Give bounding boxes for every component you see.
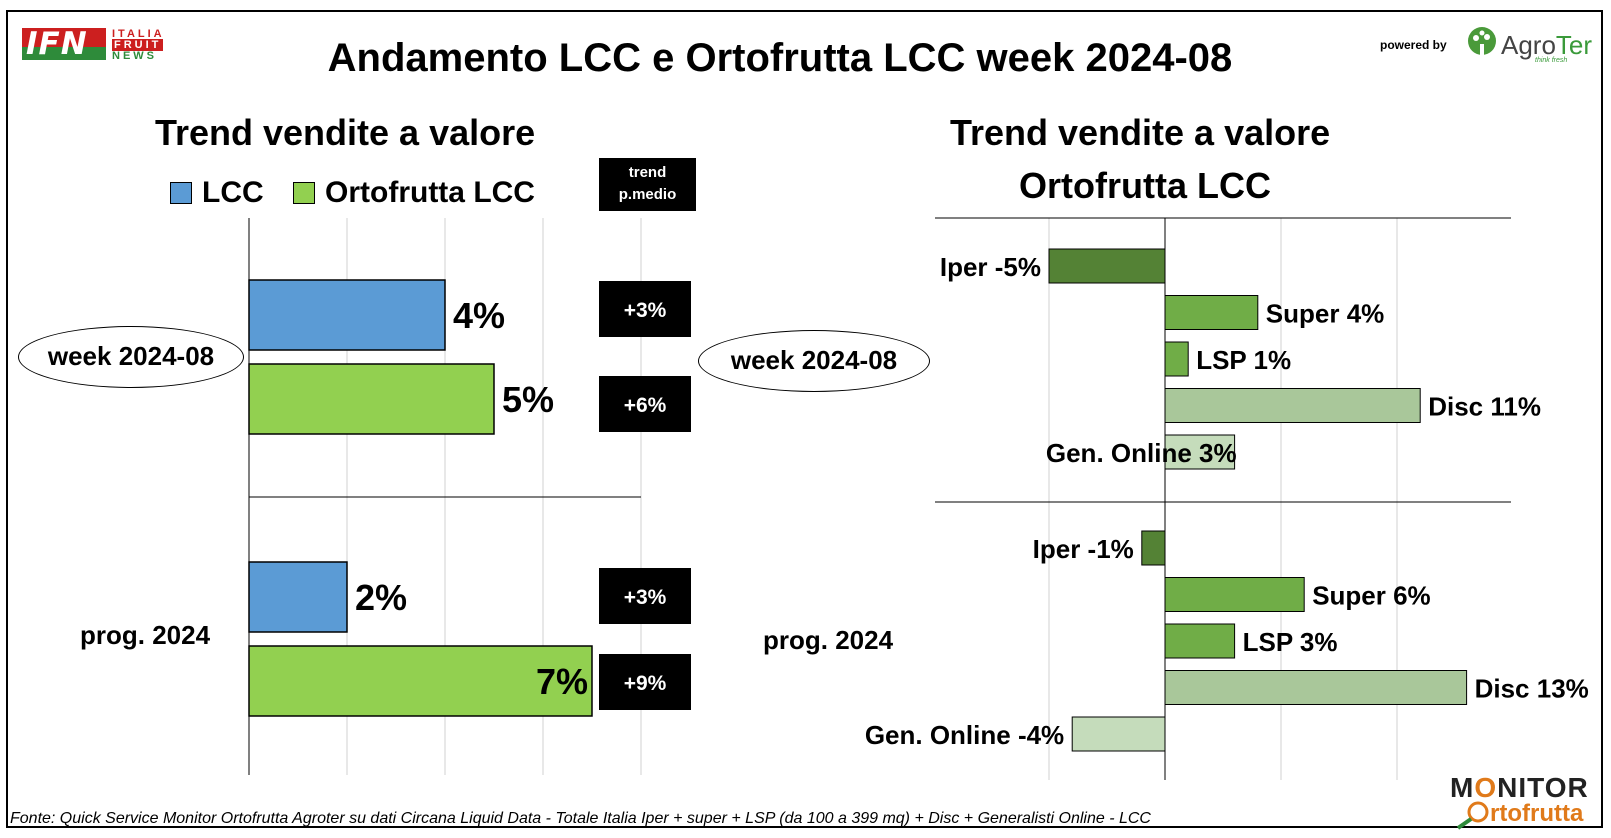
ifn-sub-3: NEWS xyxy=(112,50,157,62)
bar-gen xyxy=(1071,716,1166,752)
legend-lcc: LCC xyxy=(170,176,264,210)
trend-value: +3% xyxy=(624,586,667,609)
ifn-logo-text: IFN xyxy=(26,26,88,62)
tree-icon xyxy=(1468,27,1496,58)
bar-disc xyxy=(1164,670,1468,705)
data-label: Iper -5% xyxy=(940,252,1041,282)
bar-ortofrutta-lcc xyxy=(248,363,495,435)
trend-header-line1: trend xyxy=(628,164,667,181)
monitor-sub: rtofrutta xyxy=(1490,800,1584,827)
agroter-name-b: Ter xyxy=(1555,30,1593,60)
bar-lcc xyxy=(248,279,446,351)
left-group-label-week: week 2024-08 xyxy=(18,326,244,388)
ifn-logo: IFN ITALIA FRUIT NEWS xyxy=(22,26,165,62)
bar-gen xyxy=(1164,434,1236,470)
monitor-word: MONITOR xyxy=(1450,772,1589,804)
agroter-name-a: Agro xyxy=(1501,30,1556,60)
data-label: 2% xyxy=(355,577,407,618)
agroter-logo: AgroTer think fresh xyxy=(1465,24,1592,64)
bar-super xyxy=(1164,295,1259,330)
data-label: Super 4% xyxy=(1266,299,1385,329)
ifn-sub-1: ITALIA xyxy=(112,28,165,40)
right-bar-chart: Iper -5% Super 4% LSP 1% Disc 11% Gen. Onlin… xyxy=(865,217,1589,780)
monitor-o-icon: O xyxy=(1474,772,1498,803)
data-label: Gen. Online -4% xyxy=(865,720,1064,750)
left-group-label-prog: prog. 2024 xyxy=(80,620,211,650)
data-label: Disc 11% xyxy=(1428,392,1541,422)
left-bar-chart: 4% +3% 5% +6% 2% +3% 7% +9% xyxy=(248,218,691,775)
data-label: Gen. Online 3% xyxy=(1046,438,1237,468)
bar-lsp xyxy=(1164,341,1189,377)
trend-value: +3% xyxy=(624,299,667,322)
trend-box xyxy=(599,568,691,624)
data-label: Iper -1% xyxy=(1033,534,1134,564)
bar-iper xyxy=(1141,530,1166,566)
monitor-word-a: M xyxy=(1450,772,1475,803)
agroter-name: AgroTer xyxy=(1501,30,1592,61)
monitor-ortofrutta-logo: MONITOR rtofrutta xyxy=(1450,770,1600,830)
right-group-label-prog: prog. 2024 xyxy=(763,625,894,655)
data-label: 7% xyxy=(536,661,588,702)
left-chart-title: Trend vendite a valore xyxy=(155,112,536,153)
trend-value: +6% xyxy=(624,394,667,417)
page-title: Andamento LCC e Ortofrutta LCC week 2024… xyxy=(327,36,1233,80)
legend-swatch-lcc xyxy=(170,182,192,204)
trend-header: trend p.medio xyxy=(599,158,696,211)
right-chart-title-line1: Trend vendite a valore xyxy=(950,112,1331,153)
legend-label-lcc: LCC xyxy=(202,176,264,209)
bar-iper xyxy=(1048,248,1166,284)
bar-ortofrutta-lcc xyxy=(248,645,593,717)
agroter-tagline: think fresh xyxy=(1535,57,1568,64)
legend-ortofrutta: Ortofrutta LCC xyxy=(293,176,535,210)
bar-super xyxy=(1164,577,1305,612)
trend-value: +9% xyxy=(624,672,667,695)
powered-by-label: powered by xyxy=(1380,38,1447,52)
trend-box xyxy=(599,281,691,337)
figure-frame xyxy=(6,10,1603,828)
data-label: LSP 3% xyxy=(1243,627,1338,657)
bar-lsp xyxy=(1164,623,1236,659)
ifn-logo-box: IFN xyxy=(22,26,106,62)
magnifier-icon xyxy=(1456,801,1489,830)
trend-header-line2: p.medio xyxy=(618,186,677,203)
trend-box xyxy=(599,376,691,432)
bar-lcc xyxy=(248,561,348,633)
legend-swatch-ortofrutta xyxy=(293,182,315,204)
data-label: 4% xyxy=(453,295,505,336)
right-chart-title-line2: Ortofrutta LCC xyxy=(1019,165,1271,206)
data-label: Super 6% xyxy=(1312,581,1431,611)
data-label: 5% xyxy=(502,379,554,420)
monitor-word-b: NITOR xyxy=(1497,772,1589,803)
ifn-sub-2: FRUIT xyxy=(112,39,164,51)
data-label: Disc 13% xyxy=(1475,674,1589,704)
source-footnote: Fonte: Quick Service Monitor Ortofrutta … xyxy=(10,810,1151,827)
bar-disc xyxy=(1164,388,1421,423)
data-label: LSP 1% xyxy=(1196,345,1291,375)
legend-label-ortofrutta: Ortofrutta LCC xyxy=(325,176,535,209)
trend-box xyxy=(599,654,691,710)
right-group-label-week: week 2024-08 xyxy=(698,330,930,392)
